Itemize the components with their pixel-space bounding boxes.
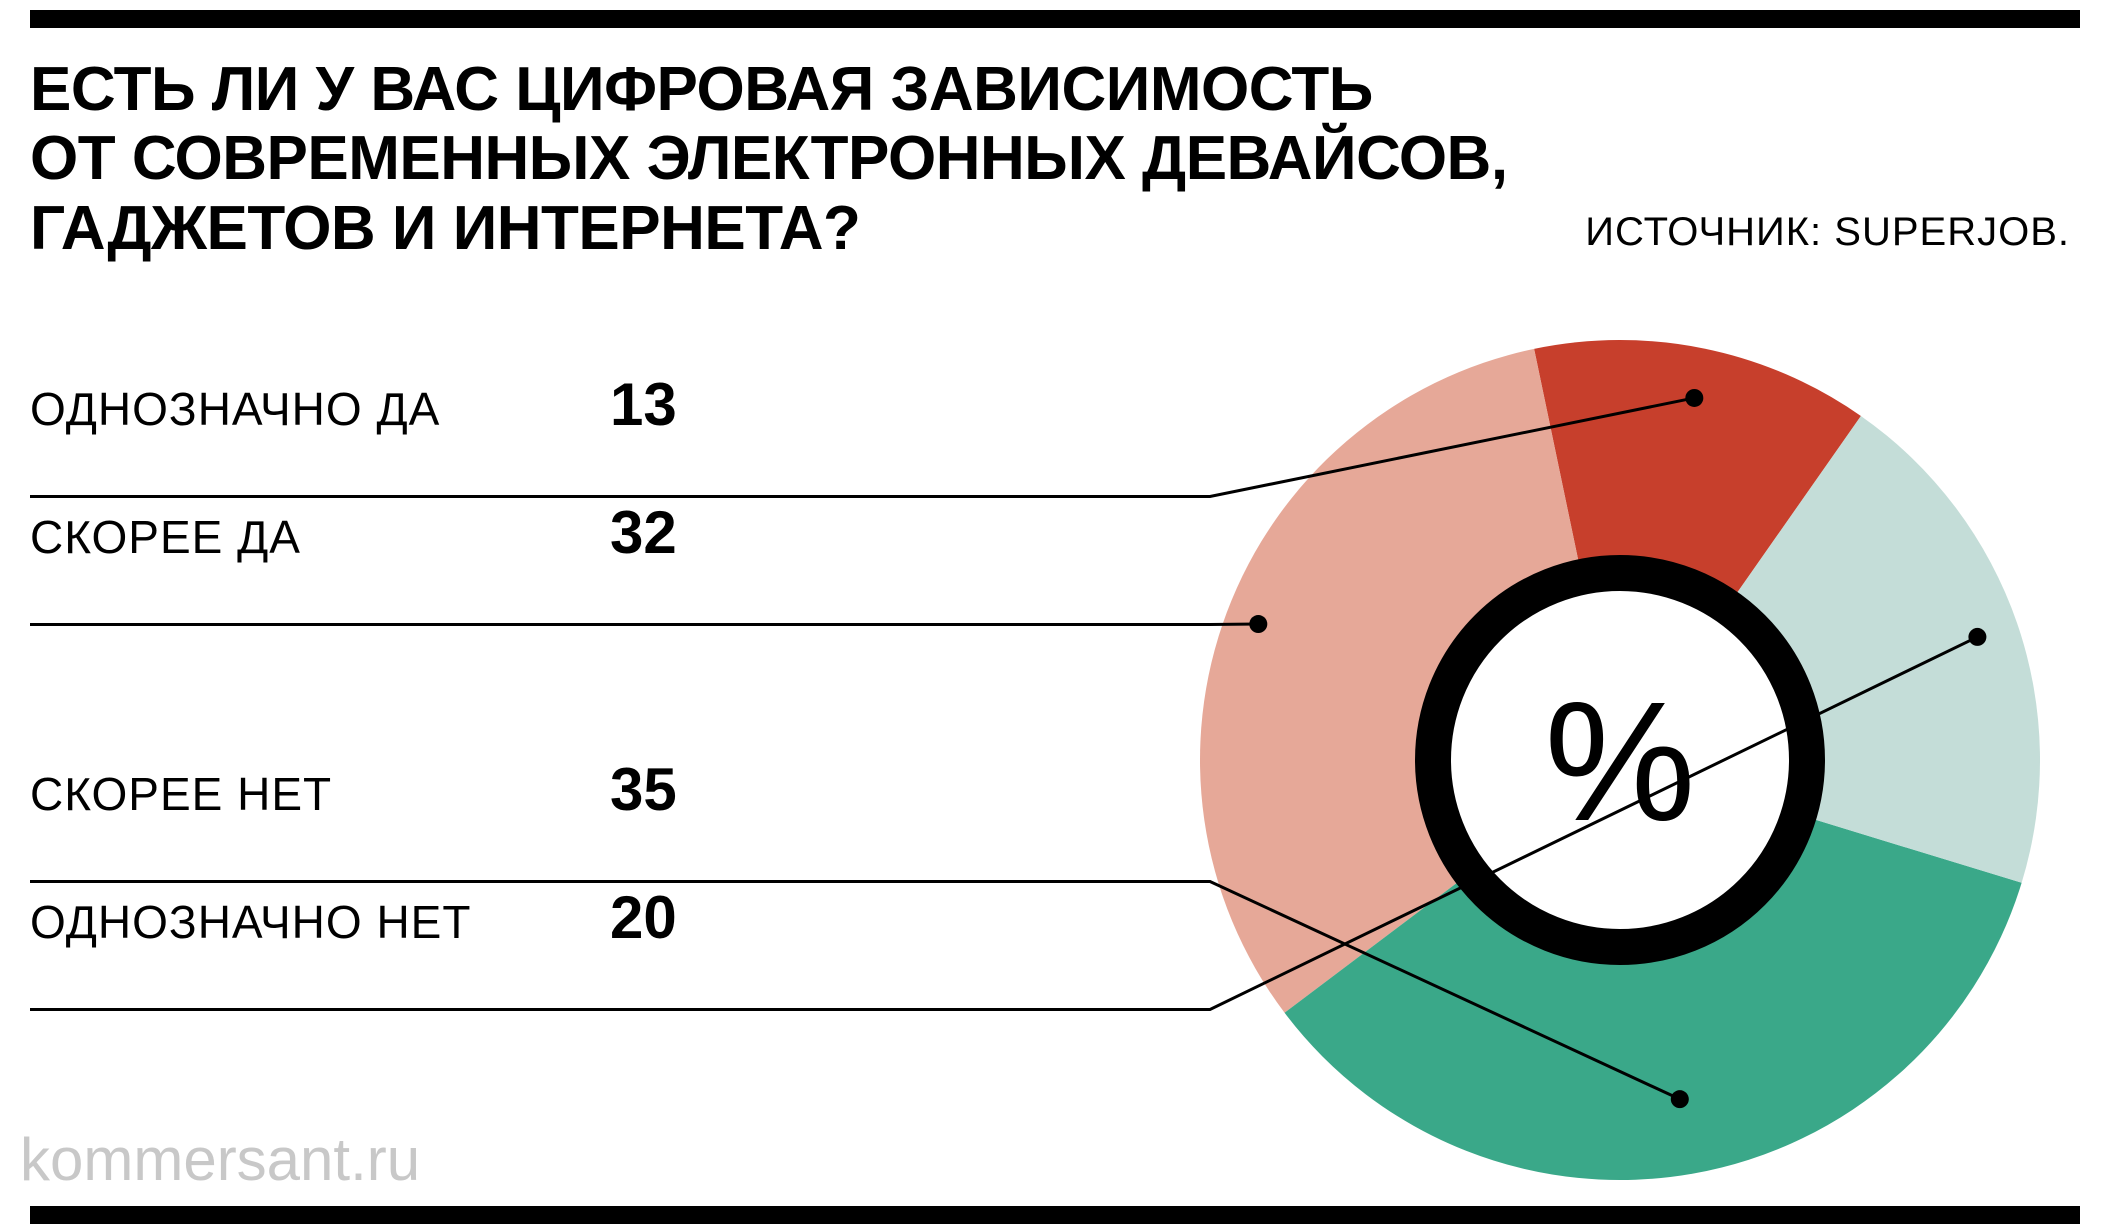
title: ЕСТЬ ЛИ У ВАС ЦИФРОВАЯ ЗАВИСИМОСТЬОТ СОВ…: [30, 55, 1508, 263]
pie-chart: %: [1170, 310, 2070, 1210]
legend-label: ОДНОЗНАЧНО НЕТ: [30, 895, 610, 959]
legend-row: СКОРЕЕ ДА32: [30, 498, 1060, 626]
legend-value: 35: [610, 755, 677, 827]
legend-value: 32: [610, 498, 677, 570]
bottom-rule: [30, 1206, 2080, 1224]
legend-value: 13: [610, 370, 677, 442]
source-label: ИСТОЧНИК: SUPERJOB.: [1585, 210, 2070, 255]
legend-label: СКОРЕЕ ДА: [30, 510, 610, 574]
legend-row: СКОРЕЕ НЕТ35: [30, 755, 1060, 883]
top-rule: [30, 10, 2080, 28]
legend-row: ОДНОЗНАЧНО НЕТ20: [30, 883, 1060, 1011]
legend-label: СКОРЕЕ НЕТ: [30, 767, 610, 831]
center-percent-label: %: [1544, 667, 1695, 857]
legend-row: ОДНОЗНАЧНО ДА13: [30, 370, 1060, 498]
legend-value: 20: [610, 883, 677, 955]
infographic-frame: ЕСТЬ ЛИ У ВАС ЦИФРОВАЯ ЗАВИСИМОСТЬОТ СОВ…: [0, 0, 2110, 1224]
watermark: kommersant.ru: [20, 1125, 420, 1194]
legend-label: ОДНОЗНАЧНО ДА: [30, 382, 610, 446]
